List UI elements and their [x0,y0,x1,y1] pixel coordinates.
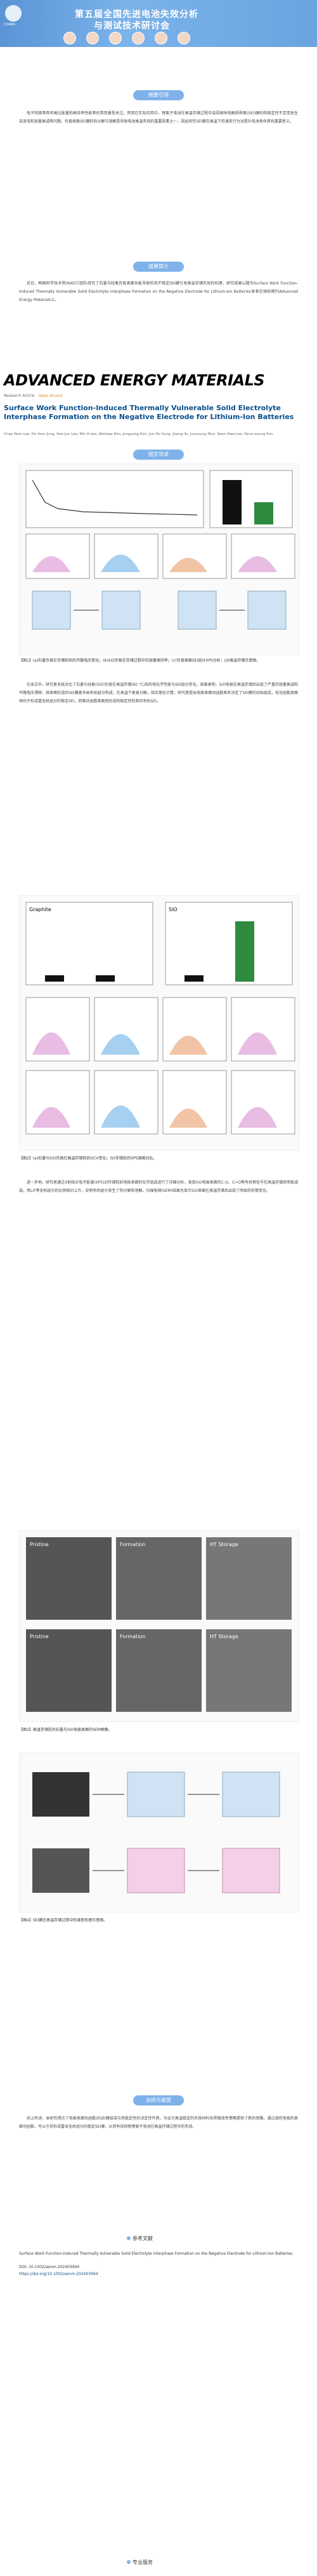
figure-4-graphic [32,1772,280,1893]
more-services-heading: 专业服务 [127,2559,153,2566]
speaker-photo [155,32,167,44]
article-type: Research Article [4,394,35,398]
banner-title-line1: 第五届全国先进电池失效分析 [75,10,198,20]
banner-title-line2: 与测试技术研讨会 [94,21,170,31]
open-access-badge: Open Access [38,394,63,398]
reference-link[interactable]: https://doi.org/10.1002/aenm.202403994 [19,2272,98,2276]
reference-text: Surface Work Function-Induced Thermally … [19,2252,293,2256]
graphite-label: Graphite [29,907,51,912]
figure-2-caption: 【图2】(a)石墨与SiO负极在高温存储前后OCV变化；(b)存储后的XPS谱图… [19,1156,157,1161]
figure-4-caption: 【图4】SEI膜在高温存储过程中的演变机理示意图。 [19,1918,108,1923]
article-meta: Research Article Open Access [4,394,63,398]
org-logo [5,5,22,22]
figure-1 [19,464,299,655]
figure-3: Pristine Formation HT Storage Pristine F… [19,1530,299,1722]
speaker-photo [109,32,122,44]
section-title-summary: 总结与展望 [133,2095,184,2106]
speaker-photo [178,32,190,44]
logo-text: CSAMA [4,23,15,27]
figure-3-graphic: Pristine Formation HT Storage Pristine F… [26,1537,292,1712]
figure-4 [19,1752,299,1912]
sem-label-ht-1: HT Storage [210,1542,238,1547]
paper-authors: Chae Yeon Lee, Ho Yoon Jung, Hee Jun Lee… [4,432,273,436]
sem-label-formation-1: Formation [120,1542,145,1547]
journal-name: ADVANCED ENERGY MATERIALS [4,371,265,389]
figure-2-graphic: Graphite SiO [25,902,295,1135]
sem-label-pristine-2: Pristine [30,1634,49,1639]
paragraph-research: 近日，韩国科学技术院(KAIST)团队研究了石墨与硅氧负极表面功能导致的热不稳定… [19,281,298,302]
header-banner: CSAMA 第五届全国先进电池失效分析 与测试技术研讨会 [0,0,317,47]
bullet-icon [127,2236,131,2240]
speaker-photo [86,32,99,44]
figure-1-graphic [25,470,295,630]
sio-label: SiO [169,907,178,912]
figure-3-caption: 【图3】高温存储前后石墨与SiO电极表面的SEM图像。 [19,1728,112,1732]
sem-label-pristine-1: Pristine [30,1542,49,1547]
figure-2: Graphite SiO [19,895,299,1151]
references-heading: 参考文献 [127,2235,153,2242]
bullet-icon [127,2560,131,2564]
figure-1-caption: 【图1】(a)石墨负极在存储前后的开路电压变化；(b)SiO负极在存储过程中的容… [19,658,261,663]
paragraph-discussion-2: 进一步地，研究者通过X射线光电子能谱(XPS)对存储前后电极表面的化学组成进行了… [19,1180,298,1193]
paper-title: Surface Work Function-Induced Thermally … [4,404,294,421]
speaker-photos [63,32,190,44]
paragraph-summary: 综上所述，本研究揭示了电极表面功函数对SEI膜组成与热稳定性的决定性作用，为设计… [19,2116,298,2129]
speaker-photo [132,32,145,44]
section-title-figures: 图文导读 [133,450,184,460]
paragraph-intro: 电子阳极等具有高比能量和高倍率性能等优势而备受关注。然而在实际应用中，锂离子电池… [19,111,298,124]
sem-label-formation-2: Formation [120,1634,145,1639]
reference-doi: DOI: 10.1002/aenm.202403994 [19,2265,80,2269]
sem-label-ht-2: HT Storage [210,1634,238,1639]
section-title-background: 摘要引领 [133,90,184,100]
section-title-research: 成果简介 [133,262,184,272]
paragraph-discussion-1: 在本文中，研究者系统对比了石墨与硅氧(SiO)负极在高温存储(60 ℃)后的电化… [19,683,298,704]
speaker-photo [63,32,76,44]
